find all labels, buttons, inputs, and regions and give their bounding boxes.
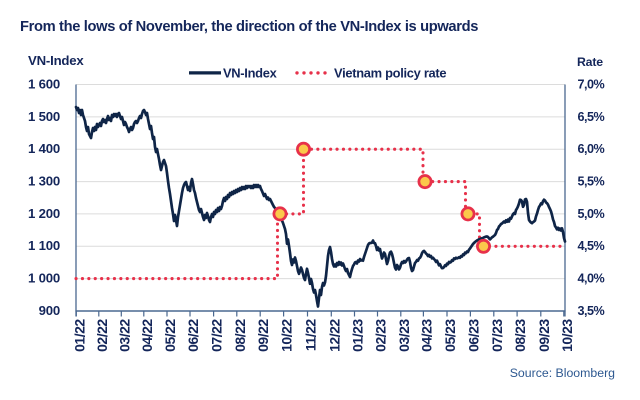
svg-text:01/23: 01/23 [350,319,366,352]
svg-text:Rate: Rate [577,55,603,69]
svg-text:Vietnam policy rate: Vietnam policy rate [334,66,446,81]
svg-text:03/23: 03/23 [396,319,412,352]
svg-text:08/23: 08/23 [512,319,528,352]
svg-text:07/22: 07/22 [209,319,225,352]
svg-text:4,0%: 4,0% [578,272,605,286]
svg-text:1 300: 1 300 [28,174,60,189]
svg-text:06/23: 06/23 [465,319,481,352]
svg-text:900: 900 [39,303,60,318]
svg-text:09/23: 09/23 [536,319,552,352]
svg-text:1 100: 1 100 [28,238,60,253]
svg-text:6,0%: 6,0% [578,142,605,156]
svg-text:VN-Index: VN-Index [223,66,278,81]
svg-text:02/23: 02/23 [373,319,389,352]
svg-text:5,5%: 5,5% [578,175,605,189]
svg-text:12/22: 12/22 [326,319,342,352]
svg-text:06/22: 06/22 [185,319,201,352]
svg-text:6,5%: 6,5% [578,110,605,124]
svg-text:7,0%: 7,0% [578,77,605,91]
svg-text:04/23: 04/23 [418,319,434,352]
svg-text:3,5%: 3,5% [578,304,605,318]
svg-text:07/23: 07/23 [489,319,505,352]
svg-text:1 500: 1 500 [28,109,60,124]
svg-text:Source: Bloomberg: Source: Bloomberg [510,366,615,380]
svg-text:4,5%: 4,5% [578,239,605,253]
svg-text:05/23: 05/23 [442,319,458,352]
svg-text:03/22: 03/22 [116,319,132,352]
svg-text:08/22: 08/22 [232,319,248,352]
svg-text:01/22: 01/22 [71,319,87,352]
svg-text:11/22: 11/22 [303,319,319,351]
svg-text:1 600: 1 600 [28,76,60,91]
svg-text:02/22: 02/22 [94,319,110,352]
svg-text:05/22: 05/22 [162,319,178,352]
svg-text:1 200: 1 200 [28,206,60,221]
svg-text:5,0%: 5,0% [578,207,605,221]
svg-text:VN-Index: VN-Index [28,53,84,68]
svg-text:1 400: 1 400 [28,141,60,156]
svg-text:1 000: 1 000 [28,271,60,286]
svg-text:From the lows of November, the: From the lows of November, the direction… [20,19,478,35]
svg-text:04/22: 04/22 [139,319,155,352]
svg-text:09/22: 09/22 [255,319,271,352]
svg-text:10/22: 10/22 [279,319,295,352]
svg-text:10/23: 10/23 [559,319,575,352]
